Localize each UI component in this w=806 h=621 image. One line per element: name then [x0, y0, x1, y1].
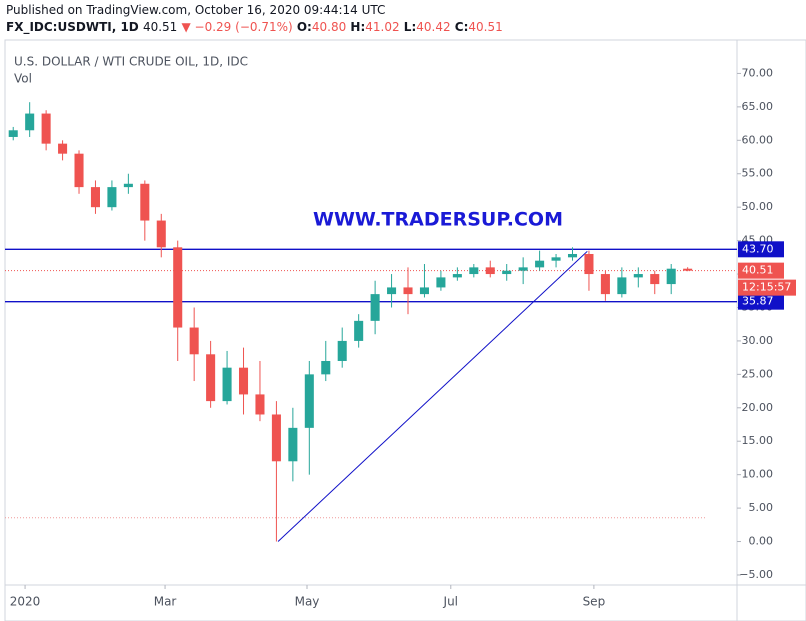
l: 40.42 [416, 20, 451, 34]
o: 40.80 [311, 20, 347, 34]
candle-body [304, 374, 314, 428]
candle-body [140, 183, 150, 221]
candle-body [683, 268, 693, 271]
last: 40.51 [142, 20, 178, 34]
candle-body [107, 187, 117, 208]
candle-body [387, 287, 397, 295]
candle-body [288, 427, 298, 462]
x-tick-label: Sep [583, 595, 606, 609]
candle-body [41, 113, 51, 144]
candle-body [502, 270, 512, 275]
candle-body [173, 247, 183, 328]
chart-title: U.S. DOLLAR / WTI CRUDE OIL, 1D, IDC [14, 55, 248, 69]
candle-body [452, 274, 462, 278]
candle-body [617, 277, 627, 295]
candle-body [222, 367, 232, 402]
candle-body [551, 257, 561, 261]
candle-body [238, 367, 249, 395]
candle-body [337, 340, 347, 361]
h: 41.02 [365, 20, 400, 34]
candle-body [370, 294, 380, 321]
axis-label: 43.70 [742, 242, 774, 255]
price-label: 40.51 [742, 264, 774, 277]
y-tick-label: 50.00 [742, 200, 774, 213]
countdown: 12:15:57 [742, 281, 791, 294]
candle-body [535, 260, 545, 268]
candle-body [206, 354, 216, 402]
candle-body [58, 143, 68, 154]
trend-line [277, 250, 588, 542]
change: ▼ −0.29 (−0.71%) [181, 20, 293, 34]
candle-body [90, 187, 100, 208]
published: Published on TradingView.com, October 16… [6, 3, 386, 17]
candle-body [189, 327, 199, 355]
y-tick-label: 5.00 [749, 501, 774, 514]
candle-body [518, 267, 528, 271]
y-tick-label: 65.00 [742, 100, 774, 113]
y-tick-label: 55.00 [742, 167, 774, 180]
y-tick-label: 15.00 [742, 434, 774, 447]
axis-label-box [738, 241, 784, 258]
y-tick-label: 10.00 [742, 468, 774, 481]
y-tick-label: 30.00 [742, 334, 774, 347]
candle-body [123, 183, 133, 188]
countdown-box [738, 279, 796, 296]
y-tick-label: 25.00 [742, 367, 774, 380]
candle-body [8, 130, 18, 137]
o-label: O: [296, 20, 312, 34]
candle-body [469, 267, 479, 275]
candle-body [321, 360, 331, 375]
candle-body [74, 153, 84, 188]
candle-body [666, 268, 676, 285]
header: Published on TradingView.com, October 16… [6, 2, 503, 36]
candle-body [650, 274, 660, 285]
y-tick-label: 0.00 [749, 535, 774, 548]
candle-body [354, 320, 364, 341]
candle-body [633, 274, 643, 278]
candle-body [25, 113, 35, 131]
candle-body [156, 220, 166, 248]
c: 40.51 [468, 20, 503, 34]
axis-label: 35.87 [742, 295, 774, 308]
y-tick-label: 60.00 [742, 133, 774, 146]
candle-body [271, 414, 281, 462]
candle-body [255, 394, 265, 415]
x-tick-label: Jul [443, 595, 458, 609]
symbol: FX_IDC:USDWTI, 1D [6, 20, 139, 34]
x-tick-label: Mar [154, 595, 177, 609]
candle-body [485, 267, 495, 275]
candle-body [419, 287, 429, 295]
x-tick-label: 2020 [10, 595, 41, 609]
watermark: WWW.TRADERSUP.COM [313, 209, 563, 231]
candle-body [403, 287, 413, 295]
y-tick-label: 20.00 [742, 401, 774, 414]
h-label: H: [350, 20, 366, 34]
l-label: L: [403, 20, 417, 34]
y-tick-label: −5.00 [739, 568, 773, 581]
frame [4, 39, 806, 621]
candle-body [600, 274, 610, 295]
x-tick-label: May [295, 595, 320, 609]
y-tick-label: 70.00 [742, 66, 774, 79]
candle-body [567, 253, 578, 258]
subtitle: Vol [14, 72, 32, 86]
candle-body [584, 253, 594, 275]
candle-body [436, 277, 446, 288]
c-label: C: [454, 20, 469, 34]
price-label-box [738, 262, 784, 279]
legend-line: FX_IDC:USDWTI, 1D 40.51 ▼ −0.29 (−0.71%)… [6, 19, 503, 36]
axis-label-box [738, 293, 784, 310]
